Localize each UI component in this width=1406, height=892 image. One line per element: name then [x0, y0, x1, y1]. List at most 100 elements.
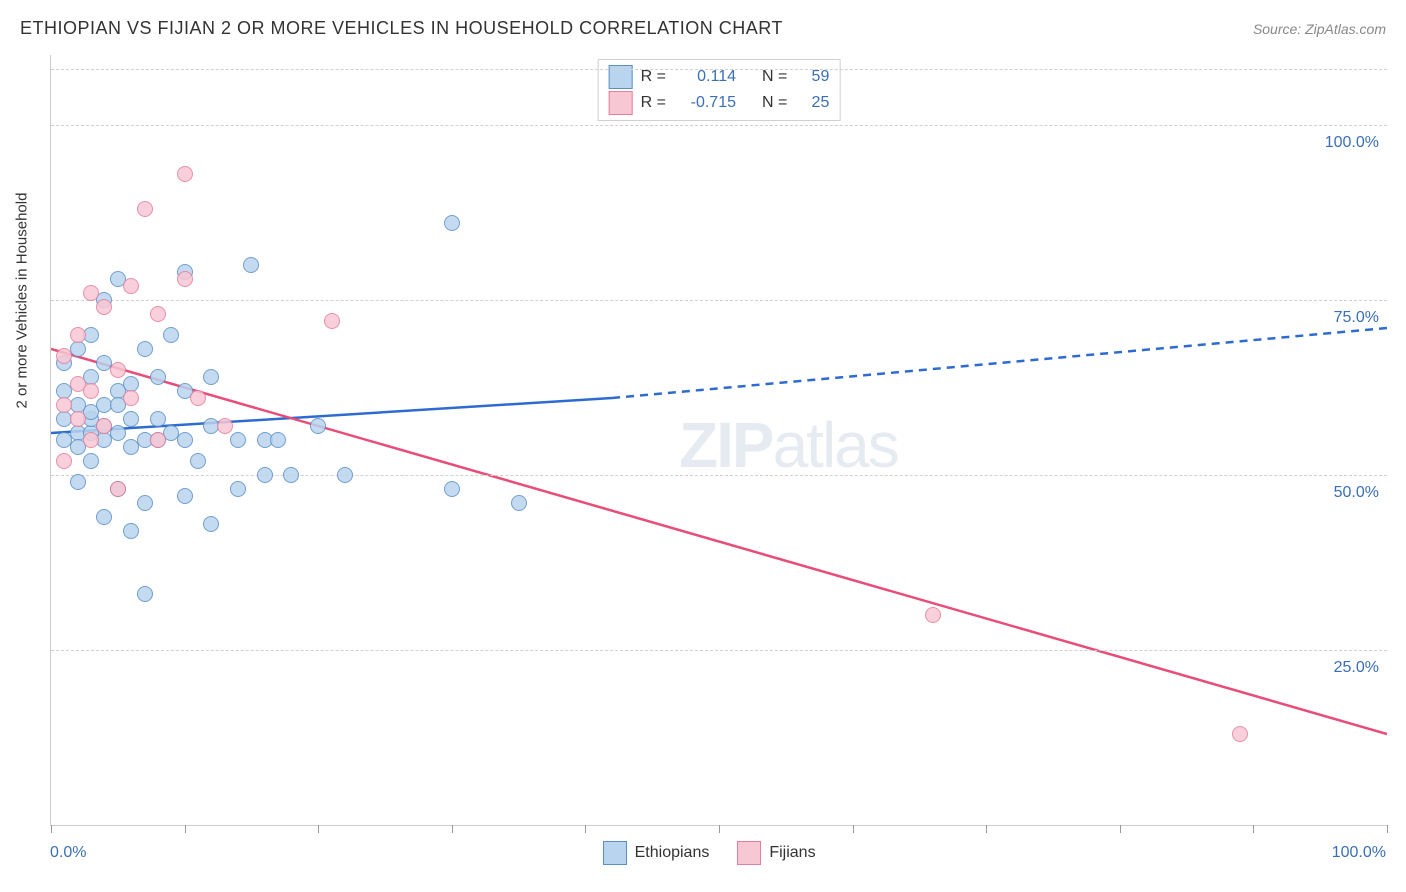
data-point — [110, 362, 126, 378]
data-point — [150, 432, 166, 448]
data-point — [137, 586, 153, 602]
data-point — [1232, 726, 1248, 742]
x-tick — [986, 825, 987, 833]
legend-swatch — [609, 91, 633, 115]
data-point — [96, 299, 112, 315]
data-point — [110, 481, 126, 497]
legend-series-item: Fijians — [737, 841, 815, 865]
x-tick — [452, 825, 453, 833]
n-label: N = — [762, 94, 787, 112]
data-point — [83, 383, 99, 399]
data-point — [230, 432, 246, 448]
x-tick — [185, 825, 186, 833]
data-point — [190, 390, 206, 406]
data-point — [137, 341, 153, 357]
data-point — [270, 432, 286, 448]
x-tick — [719, 825, 720, 833]
data-point — [150, 369, 166, 385]
data-point — [83, 432, 99, 448]
x-tick — [51, 825, 52, 833]
data-point — [310, 418, 326, 434]
data-point — [444, 215, 460, 231]
watermark-light: atlas — [773, 409, 898, 481]
plot-wrapper: ZIPatlas R = 0.114 N = 59 R = -0.715 N = 25 25.… — [50, 55, 1386, 825]
legend-swatch — [603, 841, 627, 865]
plot-area: ZIPatlas R = 0.114 N = 59 R = -0.715 N = 25 25.… — [50, 55, 1387, 826]
y-tick-label: 25.0% — [1334, 659, 1379, 677]
data-point — [177, 166, 193, 182]
data-point — [283, 467, 299, 483]
legend-bottom: 0.0% Ethiopians Fijians 100.0% — [50, 841, 1386, 865]
legend-row: R = -0.715 N = 25 — [609, 90, 830, 116]
gridline — [51, 69, 1387, 70]
r-value: -0.715 — [674, 94, 736, 112]
gridline — [51, 650, 1387, 651]
data-point — [83, 453, 99, 469]
x-tick — [853, 825, 854, 833]
data-point — [123, 523, 139, 539]
gridline — [51, 300, 1387, 301]
n-label: N = — [762, 68, 787, 86]
watermark-bold: ZIP — [679, 409, 773, 481]
data-point — [83, 285, 99, 301]
data-point — [203, 369, 219, 385]
data-point — [137, 201, 153, 217]
data-point — [70, 411, 86, 427]
y-tick-label: 100.0% — [1325, 134, 1379, 152]
y-axis-title: 2 or more Vehicles in Household — [14, 193, 31, 409]
data-point — [56, 453, 72, 469]
legend-series-label: Ethiopians — [635, 844, 710, 862]
data-point — [163, 327, 179, 343]
data-point — [150, 306, 166, 322]
y-tick-label: 75.0% — [1334, 309, 1379, 327]
data-point — [56, 348, 72, 364]
data-point — [56, 397, 72, 413]
x-axis-min-label: 0.0% — [50, 844, 86, 862]
x-tick — [318, 825, 319, 833]
watermark: ZIPatlas — [679, 408, 898, 482]
legend-series-label: Fijians — [769, 844, 815, 862]
data-point — [324, 313, 340, 329]
data-point — [925, 607, 941, 623]
data-point — [177, 488, 193, 504]
data-point — [177, 432, 193, 448]
regression-lines — [51, 55, 1387, 825]
data-point — [177, 271, 193, 287]
legend-series: Ethiopians Fijians — [603, 841, 816, 865]
data-point — [70, 327, 86, 343]
data-point — [96, 509, 112, 525]
gridline — [51, 125, 1387, 126]
x-tick — [585, 825, 586, 833]
x-tick — [1120, 825, 1121, 833]
data-point — [96, 418, 112, 434]
data-point — [257, 467, 273, 483]
gridline — [51, 475, 1387, 476]
x-tick — [1387, 825, 1388, 833]
y-tick-label: 50.0% — [1334, 484, 1379, 502]
data-point — [444, 481, 460, 497]
n-value: 59 — [795, 68, 829, 86]
data-point — [137, 495, 153, 511]
regression-line — [612, 328, 1387, 398]
legend-series-item: Ethiopians — [603, 841, 710, 865]
data-point — [511, 495, 527, 511]
source-label: Source: ZipAtlas.com — [1253, 21, 1386, 37]
r-label: R = — [641, 94, 666, 112]
legend-swatch — [737, 841, 761, 865]
r-label: R = — [641, 68, 666, 86]
n-value: 25 — [795, 94, 829, 112]
chart-title: ETHIOPIAN VS FIJIAN 2 OR MORE VEHICLES I… — [20, 18, 783, 39]
regression-line — [51, 349, 1387, 734]
x-tick — [1253, 825, 1254, 833]
data-point — [123, 390, 139, 406]
r-value: 0.114 — [674, 68, 736, 86]
data-point — [337, 467, 353, 483]
data-point — [190, 453, 206, 469]
data-point — [123, 278, 139, 294]
data-point — [123, 411, 139, 427]
data-point — [230, 481, 246, 497]
data-point — [203, 516, 219, 532]
data-point — [70, 474, 86, 490]
data-point — [243, 257, 259, 273]
x-axis-max-label: 100.0% — [1332, 844, 1386, 862]
